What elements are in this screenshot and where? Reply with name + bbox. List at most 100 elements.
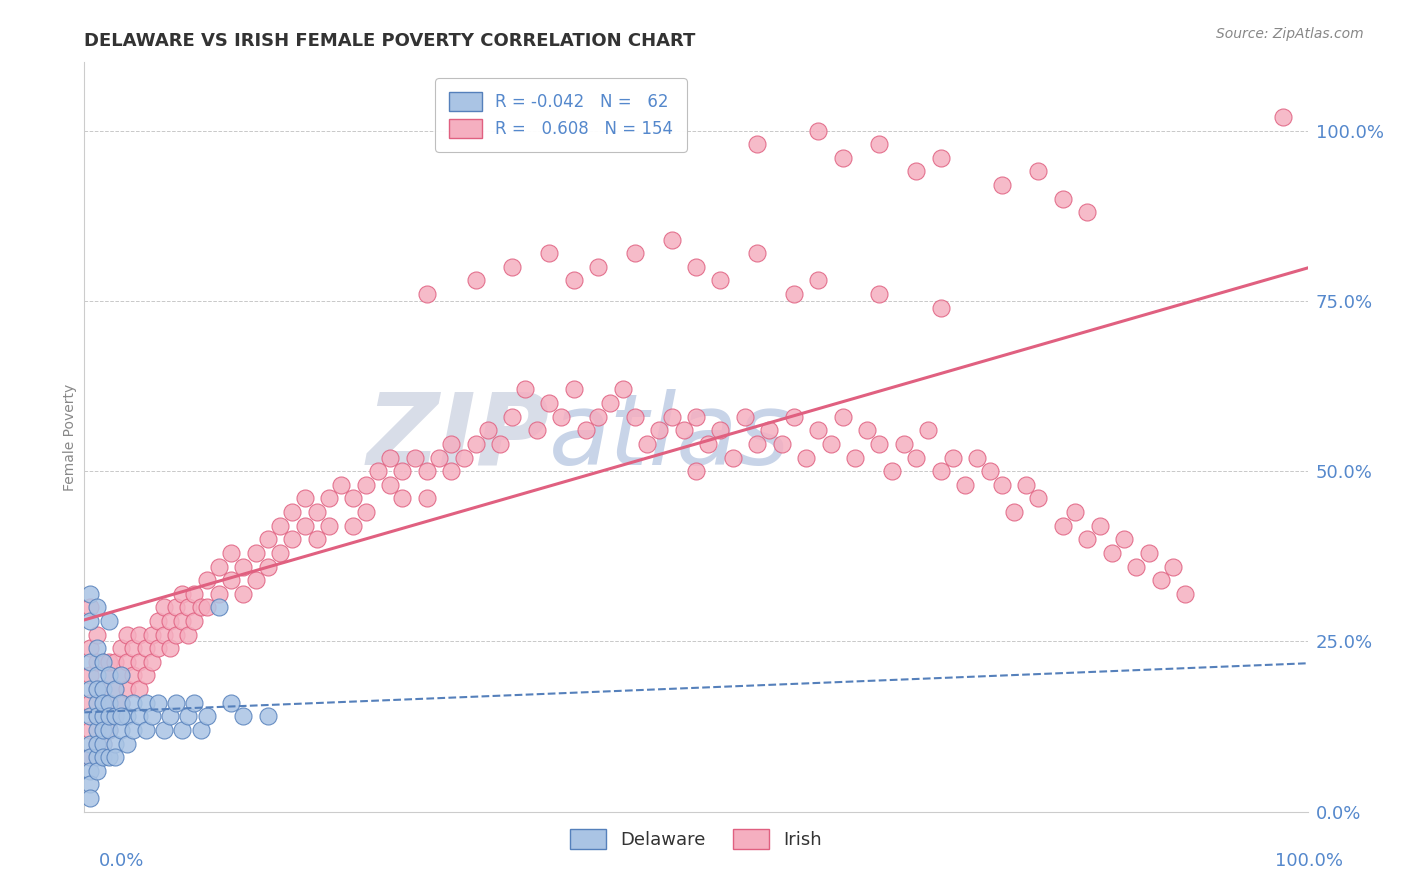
Point — [79, 655, 101, 669]
Point — [159, 614, 181, 628]
Text: atlas: atlas — [550, 389, 790, 485]
Point — [115, 655, 138, 669]
Point — [661, 409, 683, 424]
Point — [893, 437, 915, 451]
Point — [104, 737, 127, 751]
Point — [79, 764, 101, 778]
Point — [104, 682, 127, 697]
Point — [380, 450, 402, 465]
Point — [128, 709, 150, 723]
Point — [86, 737, 108, 751]
Point — [195, 709, 218, 723]
Point — [219, 573, 242, 587]
Point — [477, 423, 499, 437]
Text: ZIP: ZIP — [366, 389, 550, 485]
Point — [354, 505, 377, 519]
Point — [513, 383, 536, 397]
Point — [685, 260, 707, 274]
Point — [135, 668, 157, 682]
Point — [502, 409, 524, 424]
Point — [807, 273, 830, 287]
Point — [232, 587, 254, 601]
Point — [79, 641, 101, 656]
Point — [1101, 546, 1123, 560]
Point — [79, 600, 101, 615]
Point — [110, 668, 132, 682]
Point — [115, 682, 138, 697]
Point — [281, 505, 304, 519]
Point — [747, 437, 769, 451]
Point — [86, 682, 108, 697]
Point — [1088, 518, 1111, 533]
Point — [929, 151, 952, 165]
Point — [86, 750, 108, 764]
Point — [562, 383, 585, 397]
Point — [141, 627, 163, 641]
Point — [79, 709, 101, 723]
Point — [1052, 518, 1074, 533]
Point — [86, 764, 108, 778]
Point — [1137, 546, 1160, 560]
Point — [305, 505, 328, 519]
Point — [97, 709, 120, 723]
Point — [1052, 192, 1074, 206]
Point — [97, 668, 120, 682]
Point — [79, 791, 101, 805]
Text: 100.0%: 100.0% — [1275, 852, 1343, 870]
Point — [770, 437, 793, 451]
Point — [86, 737, 108, 751]
Point — [190, 600, 212, 615]
Point — [305, 533, 328, 547]
Point — [1125, 559, 1147, 574]
Point — [1064, 505, 1087, 519]
Point — [79, 737, 101, 751]
Point — [86, 641, 108, 656]
Point — [86, 627, 108, 641]
Point — [427, 450, 450, 465]
Point — [97, 750, 120, 764]
Point — [869, 287, 891, 301]
Point — [807, 123, 830, 137]
Point — [807, 423, 830, 437]
Point — [294, 518, 316, 533]
Point — [165, 696, 187, 710]
Point — [135, 723, 157, 737]
Point — [91, 737, 114, 751]
Point — [97, 655, 120, 669]
Point — [391, 491, 413, 506]
Point — [122, 696, 145, 710]
Point — [966, 450, 988, 465]
Point — [257, 709, 280, 723]
Point — [79, 750, 101, 764]
Point — [172, 723, 194, 737]
Point — [97, 614, 120, 628]
Point — [416, 491, 439, 506]
Point — [318, 491, 340, 506]
Point — [1174, 587, 1197, 601]
Point — [146, 641, 169, 656]
Point — [177, 600, 200, 615]
Point — [538, 246, 561, 260]
Point — [159, 641, 181, 656]
Point — [104, 682, 127, 697]
Point — [110, 696, 132, 710]
Point — [294, 491, 316, 506]
Point — [1002, 505, 1025, 519]
Text: DELAWARE VS IRISH FEMALE POVERTY CORRELATION CHART: DELAWARE VS IRISH FEMALE POVERTY CORRELA… — [84, 32, 696, 50]
Point — [783, 287, 806, 301]
Point — [538, 396, 561, 410]
Point — [159, 709, 181, 723]
Point — [104, 709, 127, 723]
Point — [79, 682, 101, 697]
Point — [783, 409, 806, 424]
Point — [416, 287, 439, 301]
Point — [115, 737, 138, 751]
Point — [91, 737, 114, 751]
Point — [153, 627, 176, 641]
Point — [257, 559, 280, 574]
Point — [110, 723, 132, 737]
Point — [146, 696, 169, 710]
Point — [979, 464, 1001, 478]
Point — [208, 559, 231, 574]
Point — [991, 178, 1014, 192]
